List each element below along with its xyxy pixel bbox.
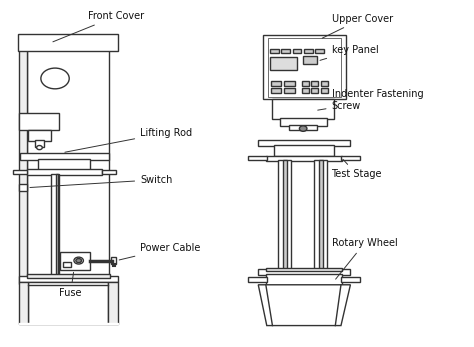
Bar <box>282 49 290 53</box>
Bar <box>258 269 350 275</box>
Text: key Panel: key Panel <box>320 45 378 60</box>
Bar <box>266 155 342 161</box>
Bar <box>271 88 282 93</box>
Bar <box>270 57 298 70</box>
Bar <box>19 153 109 160</box>
Bar <box>18 323 118 324</box>
Text: Front Cover: Front Cover <box>53 11 144 42</box>
Bar <box>28 282 109 324</box>
Bar <box>278 160 292 270</box>
Bar <box>302 88 309 93</box>
Bar <box>266 268 342 271</box>
Bar <box>60 252 91 270</box>
Bar <box>270 49 279 53</box>
Polygon shape <box>18 282 28 324</box>
Bar <box>28 130 51 141</box>
Text: Power Cable: Power Cable <box>119 243 201 260</box>
Bar <box>27 42 109 284</box>
Bar <box>311 88 318 93</box>
Polygon shape <box>109 282 118 324</box>
Bar <box>268 38 341 97</box>
Bar <box>271 81 282 86</box>
Bar <box>273 99 334 119</box>
Bar <box>63 262 71 267</box>
Circle shape <box>36 145 42 150</box>
Bar <box>51 174 59 277</box>
Bar <box>319 160 322 270</box>
Bar <box>258 139 350 146</box>
Bar <box>35 139 44 146</box>
Circle shape <box>74 257 83 264</box>
Circle shape <box>41 68 69 89</box>
Circle shape <box>76 259 82 263</box>
Bar <box>303 56 318 64</box>
Bar <box>18 113 59 130</box>
Bar <box>304 49 313 53</box>
Polygon shape <box>258 285 350 325</box>
Bar <box>12 170 27 174</box>
Text: Upper Cover: Upper Cover <box>322 14 392 38</box>
Bar <box>37 159 90 170</box>
Bar <box>302 81 309 86</box>
Bar <box>280 118 327 126</box>
Text: Switch: Switch <box>30 175 173 187</box>
Bar <box>341 277 360 282</box>
Bar <box>263 35 346 99</box>
Bar <box>248 277 267 282</box>
Circle shape <box>300 126 307 131</box>
Bar <box>314 160 327 270</box>
Bar <box>111 257 117 264</box>
Bar <box>248 156 267 160</box>
Bar <box>18 276 118 282</box>
Bar <box>320 81 328 86</box>
Bar <box>284 81 295 86</box>
Bar <box>284 88 295 93</box>
Bar <box>283 160 287 270</box>
Text: Fuse: Fuse <box>59 272 82 298</box>
Bar <box>341 156 360 160</box>
Text: Test Stage: Test Stage <box>331 159 382 179</box>
Bar <box>274 145 334 156</box>
Bar <box>266 274 342 285</box>
Bar <box>18 42 27 284</box>
Bar <box>102 170 117 174</box>
Bar <box>316 49 324 53</box>
Text: Indenter Fastening
Screw: Indenter Fastening Screw <box>318 90 423 111</box>
Bar <box>293 49 301 53</box>
Text: Lifting Rod: Lifting Rod <box>65 128 192 152</box>
Bar <box>320 88 328 93</box>
Bar <box>27 274 110 278</box>
Bar <box>55 174 58 277</box>
Bar <box>18 34 118 51</box>
Bar <box>18 184 27 192</box>
Bar <box>311 81 318 86</box>
Text: Rotary Wheel: Rotary Wheel <box>331 238 397 279</box>
Bar <box>289 125 318 130</box>
Bar <box>27 169 102 175</box>
